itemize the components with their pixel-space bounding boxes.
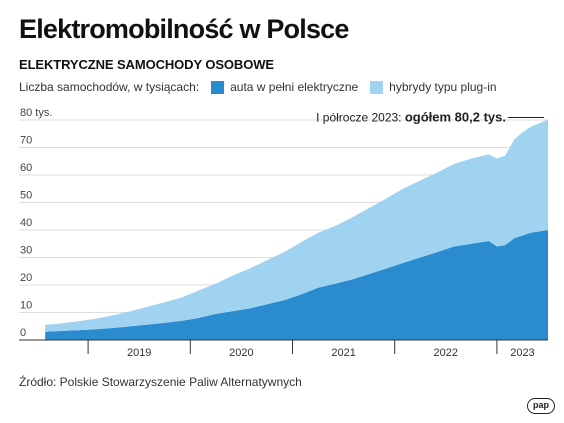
y-tick-label: 60 bbox=[20, 162, 32, 174]
x-axis: 2019 2020 2021 2022 2023 bbox=[19, 339, 548, 359]
chart-areas bbox=[45, 119, 548, 340]
y-tick-label: 20 bbox=[20, 272, 32, 284]
x-year-label: 2020 bbox=[229, 347, 253, 359]
y-tick-label: 50 bbox=[20, 190, 32, 202]
x-year-label: 2023 bbox=[510, 347, 534, 359]
y-tick-label: 70 bbox=[20, 135, 32, 147]
y-tick-label: 0 bbox=[20, 327, 26, 339]
x-year-label: 2021 bbox=[331, 347, 355, 359]
area-series-0 bbox=[45, 230, 548, 340]
annotation-text: I półrocze 2023: ogółem 80,2 tys. bbox=[316, 109, 506, 124]
legend-label-phev: hybrydy typu plug-in bbox=[389, 80, 497, 94]
annotation-label: I półrocze 2023: bbox=[316, 110, 405, 124]
x-year-label: 2022 bbox=[434, 347, 458, 359]
y-tick-label: 40 bbox=[20, 217, 32, 229]
chart-title: Elektromobilność w Polsce bbox=[19, 14, 349, 44]
gridlines bbox=[19, 119, 548, 341]
y-tick-label: 80 tys. bbox=[20, 107, 52, 119]
y-tick-label: 30 bbox=[20, 245, 32, 257]
y-tick-label: 10 bbox=[20, 300, 32, 312]
legend-label-bev: auta w pełni elektryczne bbox=[230, 80, 359, 94]
legend-swatch-phev bbox=[370, 80, 384, 94]
x-year-label: 2019 bbox=[127, 347, 151, 359]
legend-swatch-bev bbox=[211, 80, 225, 94]
y-axis-ticks: 0 10 20 30 40 50 60 70 80 tys. bbox=[20, 107, 52, 339]
source-note: Źródło: Polskie Stowarzyszenie Paliw Alt… bbox=[19, 375, 302, 389]
area-series-1 bbox=[45, 119, 548, 332]
pap-logo: pap bbox=[527, 398, 555, 414]
total-annotation: I półrocze 2023: ogółem 80,2 tys. bbox=[316, 109, 544, 124]
legend-prefix: Liczba samochodów, w tysiącach: bbox=[19, 80, 200, 94]
legend: Liczba samochodów, w tysiącach: auta w p… bbox=[19, 80, 497, 94]
annotation-value: ogółem 80,2 tys. bbox=[405, 109, 506, 124]
chart-subtitle: ELEKTRYCZNE SAMOCHODY OSOBOWE bbox=[19, 57, 274, 72]
